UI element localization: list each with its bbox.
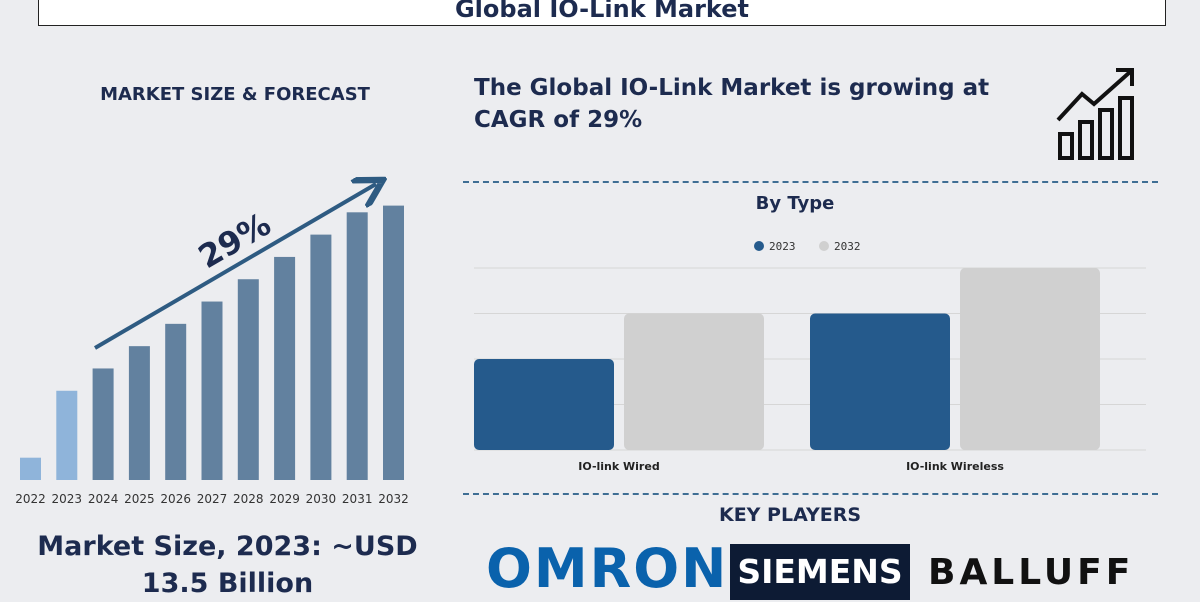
market-bar-2028 bbox=[237, 279, 259, 480]
market-bar-2022 bbox=[20, 457, 41, 480]
balluff-logo: BALLUFF bbox=[928, 552, 1135, 593]
legend-label-2023: 2023 bbox=[769, 240, 796, 253]
siemens-logo: SIEMENS bbox=[730, 544, 910, 600]
legend-swatch-2032 bbox=[819, 241, 829, 251]
type-bar-io-link-wired-2032 bbox=[624, 313, 764, 450]
market-bar-2031 bbox=[346, 212, 368, 481]
market-bar-2029 bbox=[274, 256, 296, 480]
market-size-text: Market Size, 2023: ~USD 13.5 Billion bbox=[0, 528, 455, 602]
by-type-chart: 2023 2032 IO-link Wired IO-link Wireless bbox=[474, 240, 1146, 473]
year-tick-2023: 2023 bbox=[52, 492, 83, 506]
year-tick-2030: 2030 bbox=[306, 492, 337, 506]
type-bar-io-link-wireless-2023 bbox=[810, 313, 950, 450]
type-bar-io-link-wired-2023 bbox=[474, 359, 614, 450]
type-category-label: IO-link Wired bbox=[578, 460, 659, 473]
market-bar-2023 bbox=[56, 390, 78, 480]
growth-line2: CAGR of 29% bbox=[474, 107, 643, 133]
year-tick-2029: 2029 bbox=[269, 492, 300, 506]
market-size-chart: 2022 2023 2024 2025 2026 2027 2028 2029 2030 2031… bbox=[15, 150, 409, 506]
growth-arrow bbox=[93, 184, 376, 350]
title-banner: Global IO-Link Market bbox=[38, 0, 1166, 26]
legend-swatch-2023 bbox=[754, 241, 764, 251]
market-size-line1: Market Size, 2023: ~USD bbox=[37, 531, 418, 562]
market-bar-2030 bbox=[310, 234, 332, 480]
year-tick-2024: 2024 bbox=[88, 492, 119, 506]
market-bar-2027 bbox=[201, 301, 223, 480]
growth-line1: The Global IO-Link Market is growing at bbox=[474, 75, 990, 101]
year-tick-2022: 2022 bbox=[15, 492, 46, 506]
type-bar-io-link-wireless-2032 bbox=[960, 268, 1100, 450]
market-bar-2026 bbox=[165, 323, 187, 480]
year-tick-2031: 2031 bbox=[342, 492, 373, 506]
section-divider-top bbox=[463, 181, 1158, 183]
market-bar-2025 bbox=[128, 346, 150, 480]
market-bar-2032 bbox=[383, 205, 404, 480]
growth-statement: The Global IO-Link Market is growing at … bbox=[474, 72, 1034, 136]
by-type-title: By Type bbox=[755, 193, 835, 214]
year-tick-2032: 2032 bbox=[378, 492, 409, 506]
section-divider-bottom bbox=[463, 493, 1158, 495]
key-players-title: KEY PLAYERS bbox=[718, 504, 862, 526]
market-bar-2024 bbox=[92, 368, 114, 480]
market-size-line2: 13.5 Billion bbox=[141, 568, 314, 599]
market-size-heading: MARKET SIZE & FORECAST bbox=[100, 84, 370, 105]
bar-chart-growth-arrow-icon bbox=[1056, 68, 1134, 160]
year-tick-2026: 2026 bbox=[160, 492, 191, 506]
omron-logo: OMRON bbox=[486, 537, 729, 600]
year-tick-2025: 2025 bbox=[124, 492, 155, 506]
legend-label-2032: 2032 bbox=[834, 240, 861, 253]
type-category-label: IO-link Wireless bbox=[906, 460, 1004, 473]
page-title: Global IO-Link Market bbox=[454, 0, 749, 23]
year-tick-2027: 2027 bbox=[197, 492, 228, 506]
year-tick-2028: 2028 bbox=[233, 492, 264, 506]
